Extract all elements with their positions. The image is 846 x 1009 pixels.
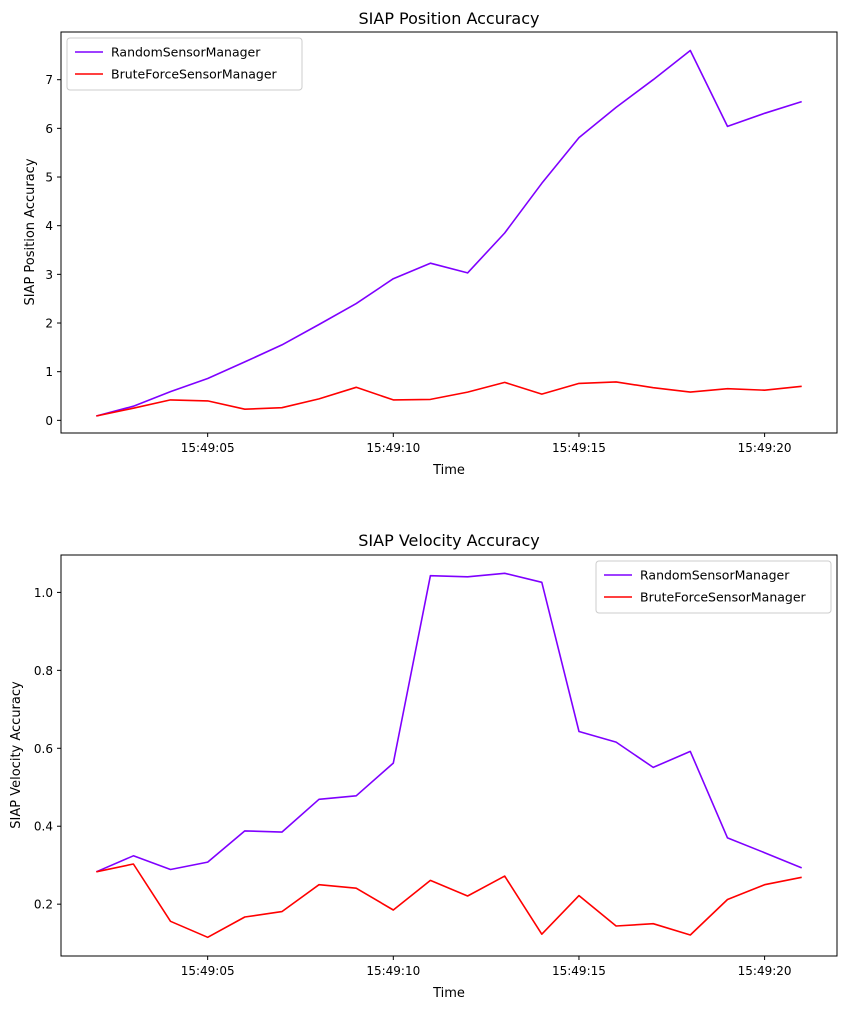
y-axis-label: SIAP Position Accuracy — [23, 158, 38, 305]
series-line-BruteForceSensorManager — [96, 863, 802, 939]
velocity-accuracy-chart: SIAP Velocity Accuracy 15:49:05 15:49:10 1… — [9, 531, 838, 1001]
y-tick-label: 0.6 — [34, 742, 53, 756]
series-line-RandomSensorManager — [96, 49, 802, 417]
legend-entry: RandomSensorManager — [640, 568, 790, 583]
chart-title: SIAP Position Accuracy — [359, 9, 540, 28]
x-tick-label: 15:49:15 — [552, 441, 606, 455]
legend-box — [66, 37, 303, 91]
x-tick-label: 15:49:10 — [366, 441, 420, 455]
y-tick-label: 1.0 — [34, 586, 53, 600]
plot-frame — [60, 554, 838, 957]
series-line-BruteForceSensorManager — [96, 381, 802, 417]
y-tick-label: 2 — [45, 317, 53, 331]
legend-box — [595, 560, 832, 614]
legend-entry: BruteForceSensorManager — [640, 590, 807, 605]
y-tick-label: 4 — [45, 219, 53, 233]
y-axis-label: SIAP Velocity Accuracy — [9, 681, 24, 829]
x-axis-label: Time — [432, 463, 465, 478]
y-tick-label: 3 — [45, 268, 53, 282]
x-tick-label: 15:49:05 — [181, 964, 235, 978]
plot-frame — [60, 31, 838, 434]
y-tick-label: 7 — [45, 73, 53, 87]
y-tick-label: 6 — [45, 122, 53, 136]
x-tick-label: 15:49:20 — [738, 441, 792, 455]
legend: RandomSensorManager BruteForceSensorManag… — [595, 560, 832, 614]
x-tick-label: 15:49:10 — [366, 964, 420, 978]
legend-entry: BruteForceSensorManager — [111, 67, 278, 82]
y-tick-label: 0.4 — [34, 820, 53, 834]
x-tick-label: 15:49:15 — [552, 964, 606, 978]
legend: RandomSensorManager BruteForceSensorManag… — [66, 37, 303, 91]
series-line-RandomSensorManager — [95, 572, 803, 873]
y-tick-label: 1 — [45, 365, 53, 379]
chart-title: SIAP Velocity Accuracy — [358, 531, 539, 550]
y-tick-label: 0.8 — [34, 664, 53, 678]
y-tick-label: 5 — [45, 171, 53, 185]
legend-entry: RandomSensorManager — [111, 45, 261, 60]
x-axis-label: Time — [432, 986, 465, 1001]
y-tick-label: 0.2 — [34, 898, 53, 912]
x-tick-label: 15:49:05 — [181, 441, 235, 455]
x-tick-label: 15:49:20 — [738, 964, 792, 978]
y-tick-label: 0 — [45, 414, 53, 428]
position-accuracy-chart: SIAP Position Accuracy 15:49:05 15:49:10 1… — [23, 9, 838, 478]
